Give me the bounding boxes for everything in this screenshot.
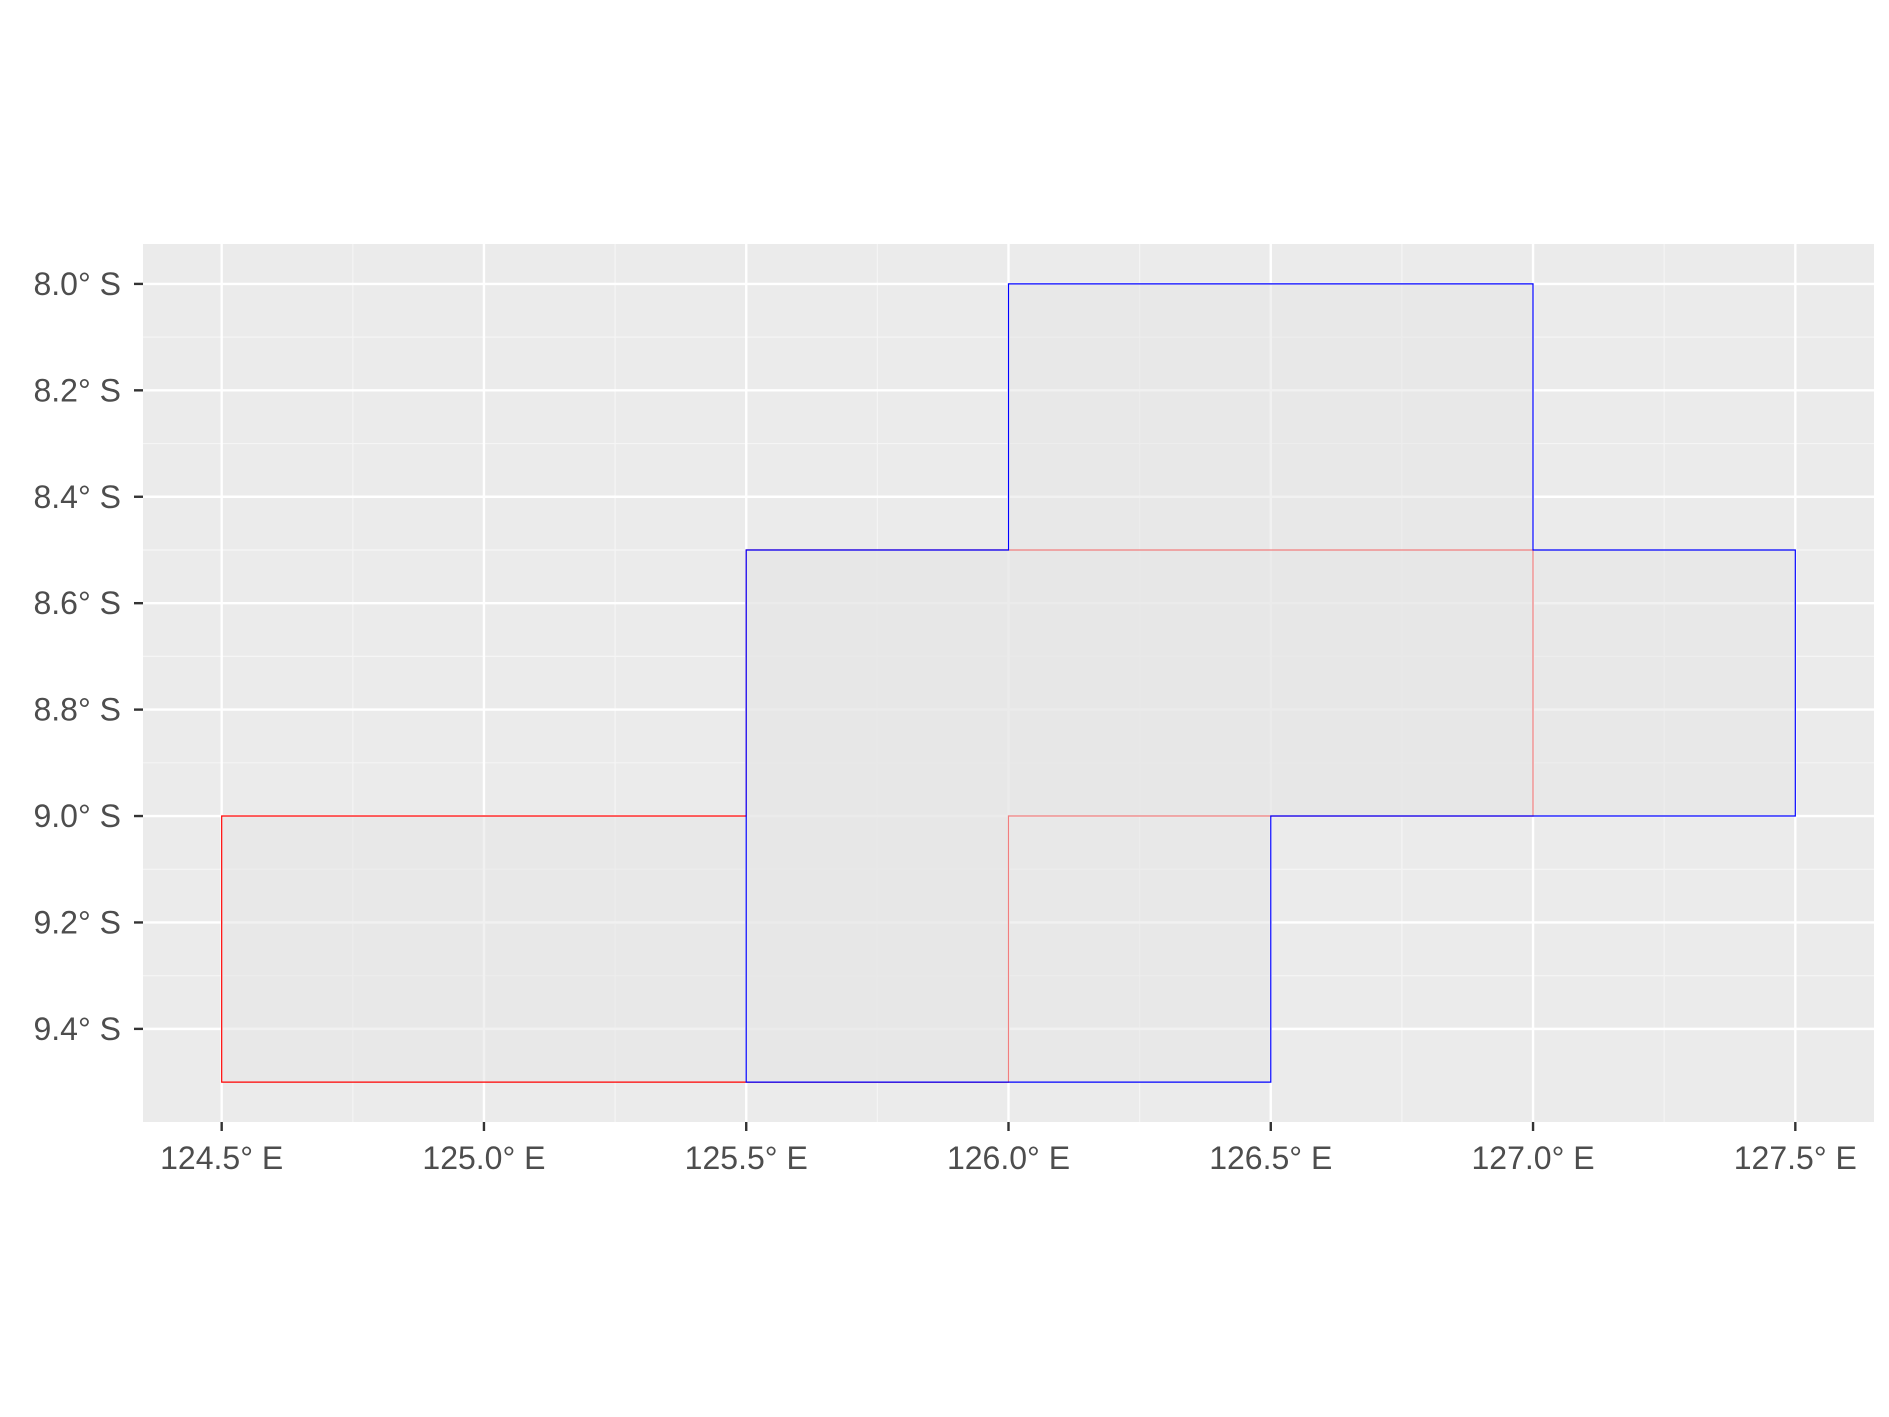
x-tick-label: 125.0° E	[422, 1140, 545, 1176]
x-tick-label: 124.5° E	[160, 1140, 283, 1176]
y-axis-tick-labels: 8.0° S 8.2° S 8.4° S 8.6° S 8.8° S 9.0° S 9.2°…	[33, 266, 121, 1047]
y-tick-label: 8.0° S	[33, 266, 121, 302]
x-tick-label: 127.5° E	[1734, 1140, 1857, 1176]
y-tick-label: 8.8° S	[33, 692, 121, 728]
y-tick-label: 8.6° S	[33, 585, 121, 621]
y-tick-label: 9.0° S	[33, 798, 121, 834]
x-axis-tick-labels: 124.5° E 125.0° E 125.5° E 126.0° E 126.5° E…	[160, 1140, 1857, 1176]
x-tick-label: 125.5° E	[685, 1140, 808, 1176]
y-tick-label: 8.2° S	[33, 372, 121, 408]
axis-ticks	[134, 282, 1797, 1131]
x-tick-label: 127.0° E	[1471, 1140, 1594, 1176]
y-tick-label: 8.4° S	[33, 479, 121, 515]
x-tick-label: 126.5° E	[1209, 1140, 1332, 1176]
region-polygons	[221, 283, 1796, 1083]
x-tick-label: 126.0° E	[947, 1140, 1070, 1176]
region-polygon-blue	[745, 283, 1796, 1083]
y-tick-label: 9.4° S	[33, 1011, 121, 1047]
y-tick-label: 9.2° S	[33, 904, 121, 940]
